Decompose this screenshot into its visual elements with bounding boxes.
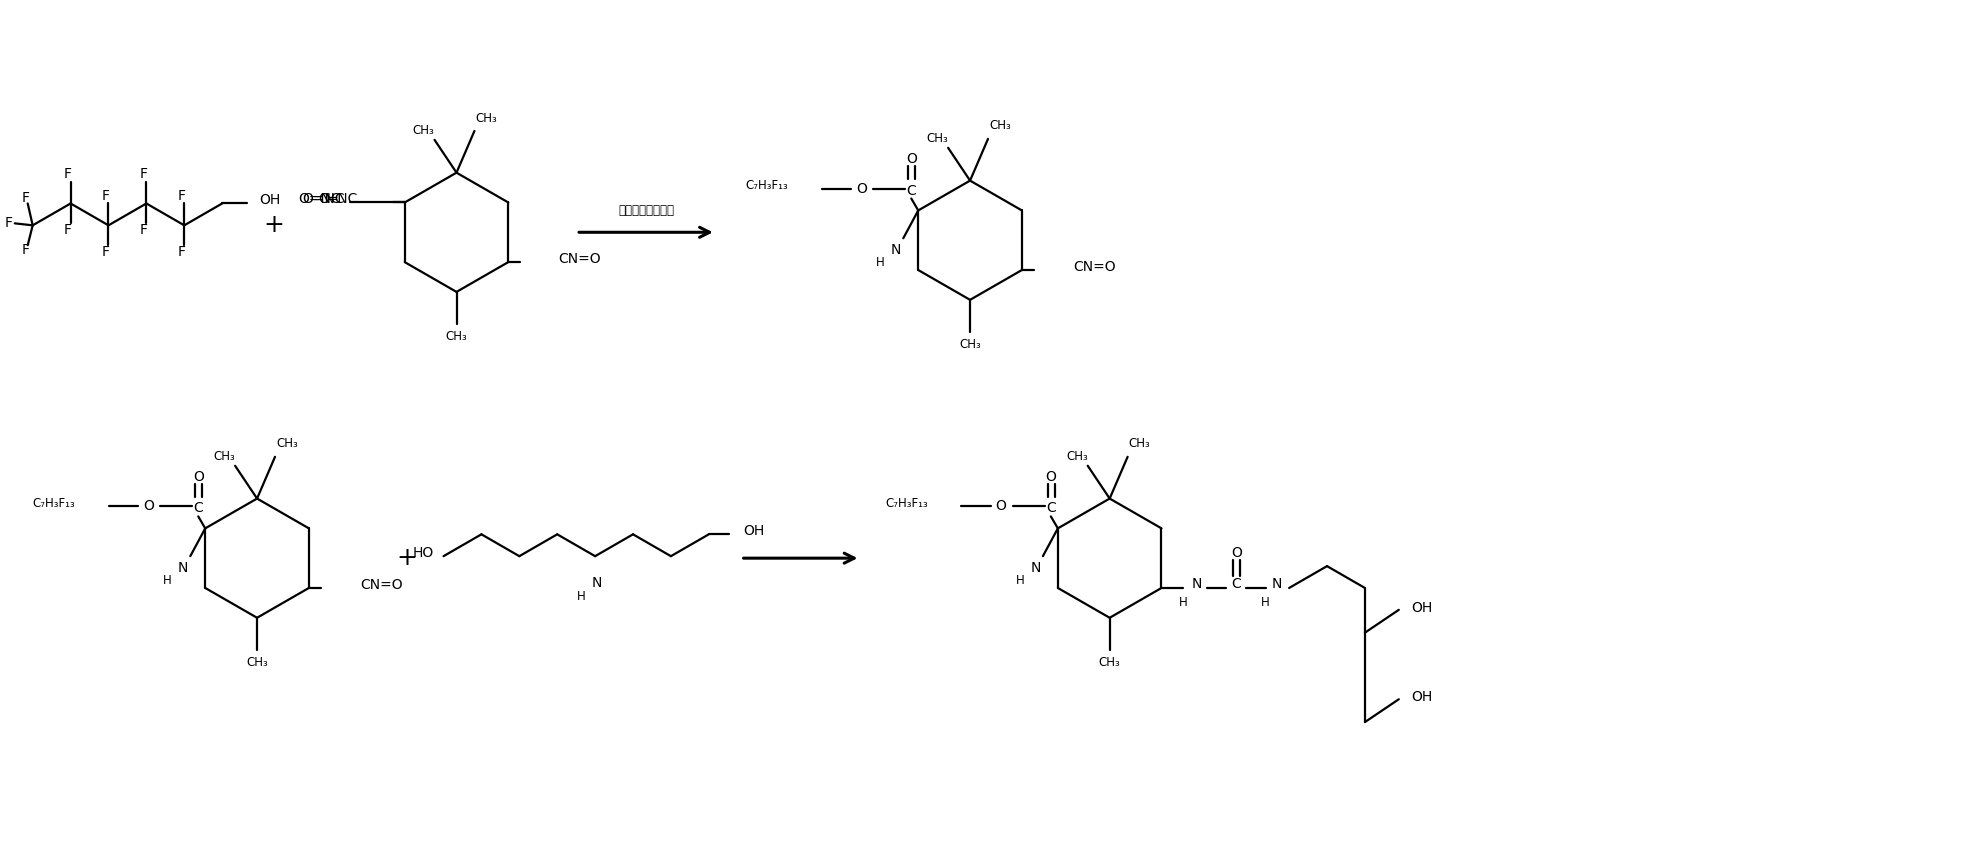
Text: HO: HO <box>413 546 433 560</box>
Text: CH₃: CH₃ <box>1128 437 1150 450</box>
Text: N: N <box>1192 577 1202 591</box>
Text: F: F <box>64 223 71 237</box>
Text: O: O <box>193 470 205 484</box>
Text: H: H <box>1261 596 1269 609</box>
Text: C₇H₃F₁₃: C₇H₃F₁₃ <box>34 497 75 510</box>
Text: CH₃: CH₃ <box>213 450 234 463</box>
Text: F: F <box>177 245 185 259</box>
Text: H: H <box>163 574 171 587</box>
Text: H: H <box>1015 574 1025 587</box>
Text: C: C <box>906 184 916 198</box>
Text: C: C <box>193 502 203 515</box>
Text: CH₃: CH₃ <box>413 125 435 137</box>
Text: CH₃: CH₃ <box>475 112 496 125</box>
Text: H: H <box>876 256 884 269</box>
Text: F: F <box>22 243 30 257</box>
Text: F: F <box>4 216 12 230</box>
Text: N: N <box>1031 561 1041 575</box>
Text: O=NC: O=NC <box>302 192 346 206</box>
Text: CH₃: CH₃ <box>1066 450 1088 463</box>
Text: CH₃: CH₃ <box>1098 656 1120 669</box>
Text: OH: OH <box>258 193 280 208</box>
Text: O=NC: O=NC <box>298 192 342 206</box>
Text: 二月桂酸二丁基锡: 二月桂酸二丁基锡 <box>618 204 673 217</box>
Text: O: O <box>856 181 866 196</box>
Text: F: F <box>101 245 109 259</box>
Text: OH: OH <box>1410 691 1432 704</box>
Text: CH₃: CH₃ <box>925 132 947 145</box>
Text: CH₃: CH₃ <box>246 656 268 669</box>
Text: F: F <box>139 167 147 180</box>
Text: N: N <box>1271 577 1283 591</box>
Text: N: N <box>592 576 602 590</box>
Text: OH: OH <box>1410 600 1432 615</box>
Text: +: + <box>397 546 417 570</box>
Text: F: F <box>64 167 71 180</box>
Text: F: F <box>101 188 109 203</box>
Text: C₇H₃F₁₃: C₇H₃F₁₃ <box>886 497 927 510</box>
Text: C: C <box>1047 502 1057 515</box>
Text: CN=O: CN=O <box>1074 260 1116 274</box>
Text: CH₃: CH₃ <box>445 330 467 343</box>
Text: F: F <box>22 191 30 204</box>
Text: OH: OH <box>743 524 765 539</box>
Text: CH₃: CH₃ <box>276 437 298 450</box>
Text: H: H <box>1180 596 1188 609</box>
Text: H: H <box>576 590 586 603</box>
Text: O: O <box>1231 546 1241 560</box>
Text: F: F <box>139 223 147 237</box>
Text: CN=O: CN=O <box>361 578 403 592</box>
Text: CH₃: CH₃ <box>989 119 1011 132</box>
Text: C₇H₃F₁₃: C₇H₃F₁₃ <box>747 179 788 192</box>
Text: CN=O: CN=O <box>558 252 602 266</box>
Text: O: O <box>906 152 918 166</box>
Text: CH₃: CH₃ <box>959 338 981 351</box>
Text: O: O <box>1045 470 1057 484</box>
Text: +: + <box>264 213 284 237</box>
Text: F: F <box>177 188 185 203</box>
Text: O═NC: O═NC <box>318 192 357 206</box>
Text: O: O <box>995 499 1007 514</box>
Text: N: N <box>179 561 189 575</box>
Text: N: N <box>892 243 902 257</box>
Text: O: O <box>143 499 153 514</box>
Text: C: C <box>1231 577 1241 591</box>
